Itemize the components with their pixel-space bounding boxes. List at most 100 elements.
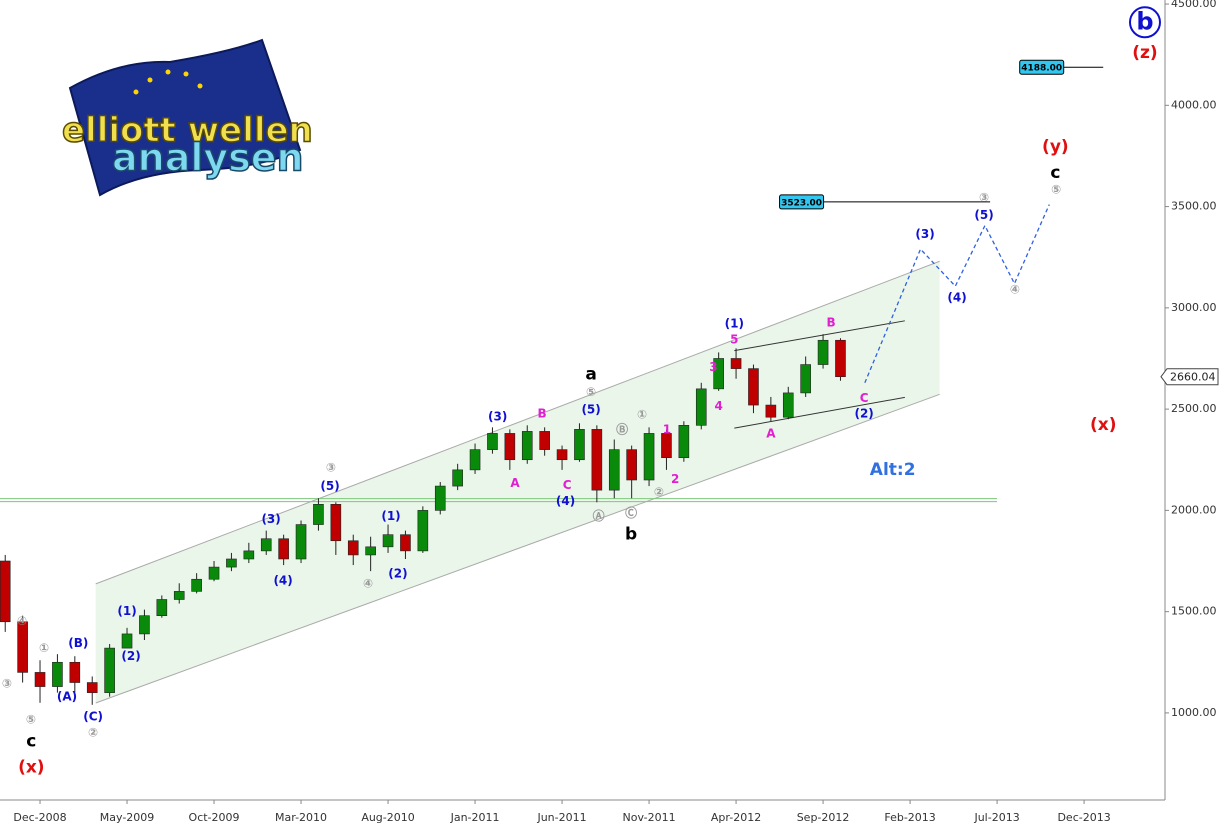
candle-body: [121, 633, 133, 649]
x-tick-label: Jul-2013: [973, 811, 1019, 824]
candle-body: [330, 504, 342, 542]
wave-label: B: [537, 407, 546, 421]
wave-label: ④: [1010, 283, 1020, 297]
target-box: [779, 194, 825, 210]
logo-line1: elliott wellen: [62, 111, 313, 151]
candle-body: [713, 358, 724, 390]
candle-body: [591, 429, 603, 491]
logo-stars: [133, 69, 203, 95]
candle-body: [278, 538, 289, 560]
candle-body: [226, 558, 237, 568]
candle-body: [643, 433, 655, 481]
wave-label: Ⓑ: [616, 422, 628, 437]
wave-label: A: [766, 427, 776, 441]
candle-body: [452, 469, 463, 487]
candle-body: [504, 433, 516, 461]
wave-label: 3: [709, 360, 717, 374]
y-tick-label: 3500.00: [1171, 200, 1217, 213]
candle-body: [748, 368, 759, 406]
y-tick-label: 2500.00: [1171, 402, 1217, 415]
candle-body: [52, 661, 63, 687]
wave-label: c: [1050, 163, 1060, 183]
candle-body: [382, 534, 394, 548]
wave-label: (2): [388, 566, 407, 580]
wave-label: ④: [363, 576, 373, 590]
wave-label: (1): [381, 509, 400, 523]
wave-label: b: [1136, 7, 1153, 35]
wave-label: B: [826, 316, 835, 330]
candle-body: [191, 578, 202, 592]
y-tick-label: 1000.00: [1171, 706, 1217, 719]
y-tick-label: 3000.00: [1171, 301, 1217, 314]
wave-label: ⑤: [1051, 182, 1061, 196]
wave-label: A: [510, 476, 520, 490]
candle-body: [521, 431, 533, 461]
candle-body: [835, 339, 846, 378]
wave-label: (3): [915, 227, 934, 241]
candle-body: [487, 433, 498, 450]
wedge-line: [734, 320, 905, 352]
wave-label: ②: [88, 725, 98, 739]
x-tick-label: May-2009: [100, 811, 155, 824]
x-tick-label: Jan-2011: [450, 811, 500, 824]
candle-body: [434, 485, 446, 511]
wave-label: (2): [854, 407, 873, 421]
wave-label: ③: [979, 190, 989, 204]
candle-body: [295, 524, 307, 560]
wave-label: Ⓒ: [625, 505, 637, 520]
x-tick-label: Dec-2008: [13, 811, 66, 824]
wave-label: a: [585, 364, 596, 384]
candle-body: [17, 621, 28, 673]
y-tick-label: 2000.00: [1171, 503, 1217, 516]
candle-body: [173, 591, 185, 600]
candle-body: [139, 615, 150, 635]
candle-body: [469, 449, 481, 471]
candle-body: [86, 682, 98, 693]
last-price-label: 2660.04: [1170, 371, 1216, 384]
x-tick-label: Feb-2013: [884, 811, 935, 824]
x-tick-label: Mar-2010: [275, 811, 327, 824]
candle-body: [817, 339, 829, 365]
wave-label: (B): [68, 636, 88, 650]
candle-body: [539, 431, 550, 450]
wave-label: ③: [326, 460, 336, 474]
wave-label: 1: [663, 422, 671, 436]
wave-label: (z): [1132, 43, 1157, 63]
wedge-line: [734, 396, 905, 429]
candle-body: [800, 364, 811, 394]
x-tick-label: Apr-2012: [711, 811, 761, 824]
candle-body: [574, 429, 585, 461]
candle-body: [104, 647, 115, 693]
candle-body: [243, 550, 255, 560]
wave-label: (2): [121, 649, 140, 663]
wave-label: ②: [654, 485, 664, 499]
candle-body: [782, 392, 794, 418]
candle-body: [400, 534, 411, 552]
candle-body: [608, 449, 620, 491]
y-tick-label: 1500.00: [1171, 605, 1217, 618]
wave-label: (5): [974, 208, 993, 222]
wave-label: (x): [1090, 415, 1117, 435]
wave-label: ①: [637, 408, 647, 422]
wave-label: (4): [273, 573, 292, 587]
x-tick-label: Nov-2011: [622, 811, 675, 824]
candle-body: [765, 404, 777, 418]
candle-body: [661, 433, 672, 459]
candle-body: [626, 449, 637, 481]
y-tick-label: 4500.00: [1171, 0, 1217, 10]
x-tick-label: Aug-2010: [361, 811, 414, 824]
wave-label: ④: [17, 614, 27, 628]
candle-body: [417, 510, 429, 552]
wave-label: ①: [39, 641, 49, 655]
wave-label: (4): [947, 291, 966, 305]
candle-body: [260, 538, 272, 552]
projection-line: [864, 204, 1050, 384]
wave-label: (5): [581, 403, 600, 417]
wave-label: (3): [488, 410, 507, 424]
wave-label: C: [563, 478, 572, 492]
logo-line2: analysen: [112, 136, 304, 180]
wave-label: (A): [57, 690, 77, 704]
wave-label: 5: [730, 332, 738, 346]
